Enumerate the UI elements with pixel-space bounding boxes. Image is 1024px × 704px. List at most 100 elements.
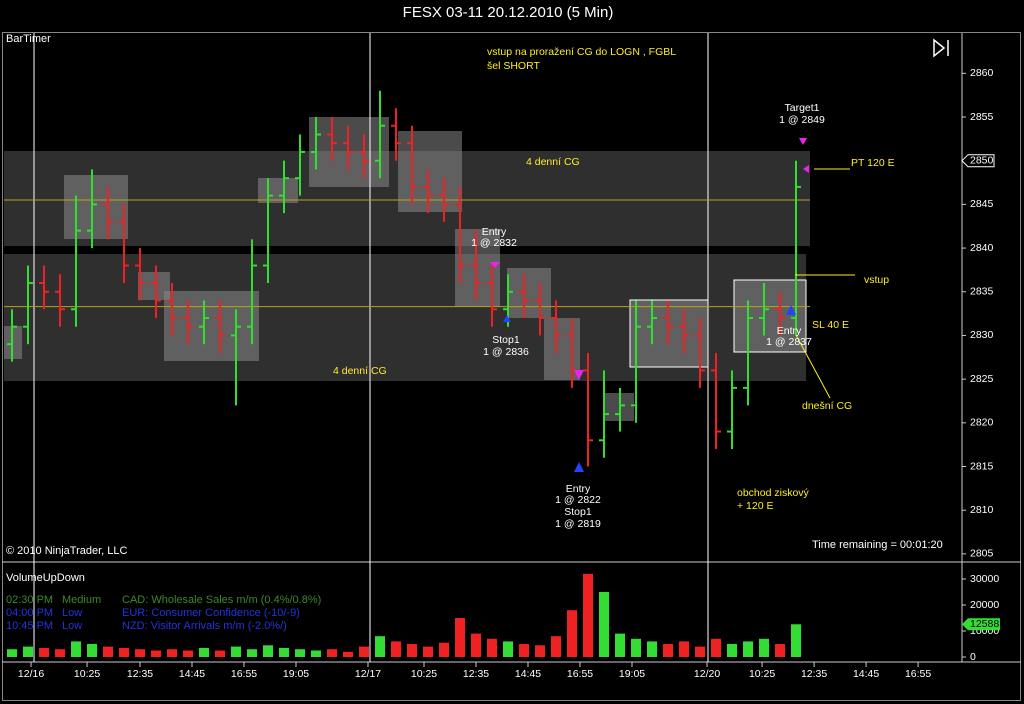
annotation: šel SHORT <box>487 60 540 72</box>
news-time: 02:30 PM <box>6 594 53 606</box>
annotation: 1 @ 2836 <box>483 346 529 358</box>
y-tick-label: 2805 <box>970 548 994 560</box>
annotation: obchod ziskový <box>737 487 810 499</box>
zone <box>733 279 807 353</box>
volume-bar <box>151 650 161 657</box>
volume-bar <box>231 646 241 657</box>
annotation: Entry <box>482 226 507 238</box>
volume-bar <box>711 638 721 657</box>
volume-bar <box>631 638 641 657</box>
time-remaining: Time remaining = 00:01:20 <box>812 539 943 551</box>
news-time: 10:45 PM <box>6 620 53 632</box>
volume-bar <box>279 647 289 657</box>
session-lines <box>33 33 709 662</box>
annotation: dnešní CG <box>802 400 852 412</box>
volume-bar <box>55 649 65 657</box>
y-tick-label: 2860 <box>970 67 994 79</box>
x-tick-label: 10:25 <box>74 668 100 680</box>
volume-bar <box>759 638 769 657</box>
target-marker <box>803 165 809 173</box>
volume-bar <box>551 636 561 657</box>
volume-bar <box>23 646 33 657</box>
volume-bar <box>423 646 433 657</box>
last-price-flag <box>961 154 995 168</box>
entry-arrow <box>490 262 500 268</box>
x-tick-label: 12/20 <box>694 668 720 680</box>
y-tick-label: 2810 <box>970 504 994 516</box>
y-tick-label: 2815 <box>970 460 994 472</box>
stop-arrow <box>503 315 511 322</box>
annotation: Entry <box>777 325 802 337</box>
annotation: 4 denní CG <box>526 156 580 168</box>
last-volume-label: 12588 <box>970 618 999 630</box>
volume-bar <box>327 649 337 657</box>
annotation: Entry <box>566 483 591 495</box>
y-tick-label: 2835 <box>970 286 994 298</box>
y-tick-label: 2825 <box>970 373 994 385</box>
bar-timer-label: BarTimer <box>6 33 51 45</box>
annotation: SL 40 E <box>812 319 849 331</box>
frame <box>2 32 1021 701</box>
volume-bar <box>487 638 497 657</box>
x-tick-label: 14:45 <box>515 668 541 680</box>
volume-bar <box>343 651 353 657</box>
news-impact: Low <box>62 620 82 632</box>
entry-arrow <box>786 305 796 315</box>
volume-bar <box>263 645 273 657</box>
entry-arrow <box>574 462 584 472</box>
volume-bar <box>695 646 705 657</box>
volume-bar <box>103 646 113 657</box>
x-tick-label: 14:45 <box>853 668 879 680</box>
volume-bar <box>455 618 465 657</box>
volume-bar <box>135 649 145 657</box>
news-impact: Medium <box>62 594 101 606</box>
x-tick-label: 10:25 <box>749 668 775 680</box>
volume-bar <box>359 646 369 657</box>
volume-bar <box>679 641 689 657</box>
news-text: EUR: Consumer Confidence (-10/-9) <box>122 607 300 619</box>
volume-bar <box>743 641 753 657</box>
zone <box>258 178 298 203</box>
news-impact: Low <box>62 607 82 619</box>
annotation: vstup na proražení CG do LOGN , FGBL <box>487 46 676 58</box>
x-tick-label: 14:45 <box>179 668 205 680</box>
news-text: CAD: Wholesale Sales m/m (0.4%/0.8%) <box>122 594 321 606</box>
volume-bar <box>199 647 209 657</box>
y-tick-label: 2830 <box>970 329 994 341</box>
y-tick-label: 2820 <box>970 417 994 429</box>
volume-bar <box>375 636 385 657</box>
y-tick-label: 2840 <box>970 242 994 254</box>
volume-bar <box>663 644 673 657</box>
annotation: vstup <box>864 274 889 286</box>
volume-bar <box>615 633 625 657</box>
annotation: Target1 <box>784 102 819 114</box>
annotation: 1 @ 2822 <box>555 494 601 506</box>
x-tick-label: 16:55 <box>231 668 257 680</box>
annotation: Stop1 <box>492 334 520 346</box>
volume-bar <box>183 650 193 657</box>
annotation: 1 @ 2832 <box>471 237 517 249</box>
annotation: 1 @ 2819 <box>555 518 601 530</box>
x-tick-label: 12/17 <box>355 668 381 680</box>
news-text: NZD: Visitor Arrivals m/m (-2.0%/) <box>122 620 287 632</box>
news-time: 04:00 PM <box>6 607 53 619</box>
markers <box>490 38 949 472</box>
zone <box>398 131 462 212</box>
last-price-label: 2850 <box>970 154 994 166</box>
volume-bar <box>407 644 417 657</box>
y-tick-label: 30000 <box>970 573 999 585</box>
indicator-title: VolumeUpDown <box>6 572 85 584</box>
volume-bar <box>599 592 609 657</box>
x-tick-label: 16:55 <box>905 668 931 680</box>
volume-bar <box>71 641 81 657</box>
y-tick-label: 20000 <box>970 599 999 611</box>
volume-bar <box>119 647 129 657</box>
volume-bar <box>167 649 177 657</box>
x-tick-label: 12:35 <box>127 668 153 680</box>
volume-bar <box>7 649 17 657</box>
zones <box>4 117 810 421</box>
volume-bar <box>519 644 529 657</box>
volume-bar <box>775 644 785 657</box>
pointer-line <box>795 334 831 399</box>
collapse-icon[interactable] <box>933 38 949 58</box>
